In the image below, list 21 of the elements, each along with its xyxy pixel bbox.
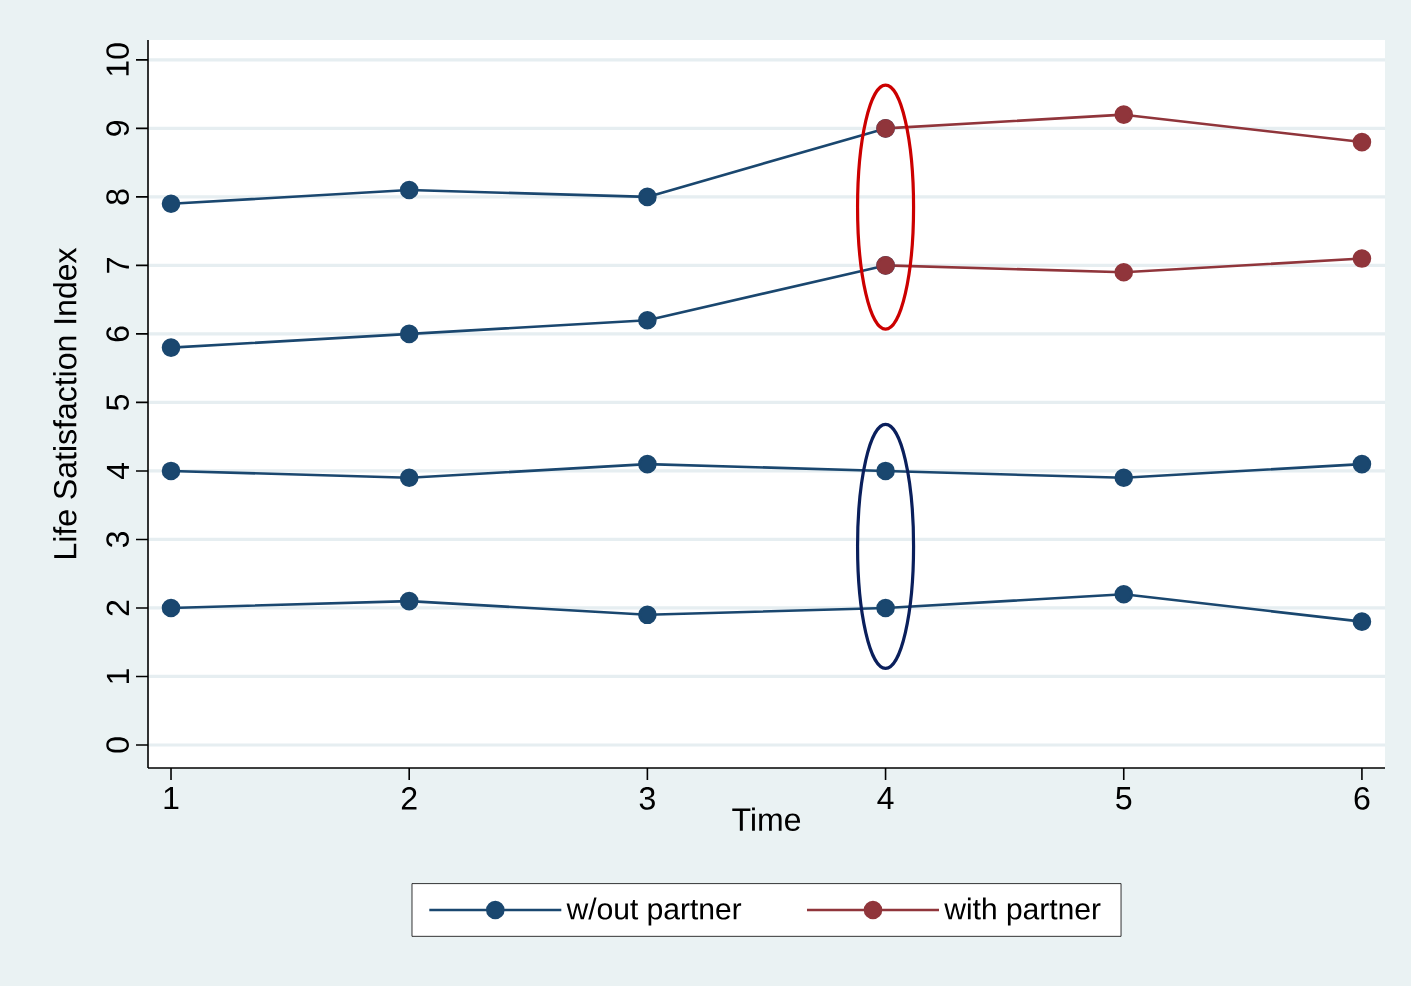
x-tick-label: 6 bbox=[1354, 787, 1370, 810]
legend-label: with partner bbox=[944, 897, 1101, 926]
x-tick-label: 2 bbox=[401, 787, 417, 810]
y-tick-label: 6 bbox=[106, 326, 129, 342]
y-tick-label: 10 bbox=[106, 43, 129, 76]
y-tick-label: 9 bbox=[106, 120, 129, 136]
y-tick-label: 8 bbox=[106, 189, 129, 205]
y-tick-label: 1 bbox=[106, 669, 129, 683]
x-tick-label: 1 bbox=[164, 787, 179, 810]
y-tick-label: 4 bbox=[106, 462, 129, 480]
x-tick-label: 4 bbox=[877, 787, 894, 810]
y-axis-title: Life Satisfaction Index bbox=[53, 247, 77, 558]
x-tick-label: 5 bbox=[1116, 787, 1132, 810]
y-tick-label: 3 bbox=[106, 531, 129, 548]
x-tick-label: 3 bbox=[639, 787, 655, 810]
legend-label: w/out partner bbox=[566, 897, 742, 926]
y-tick-label: 5 bbox=[106, 394, 129, 411]
y-tick-label: 7 bbox=[106, 258, 129, 273]
x-axis-title: Time bbox=[732, 807, 801, 831]
y-tick-label: 2 bbox=[106, 600, 129, 616]
y-tick-label: 0 bbox=[106, 737, 129, 753]
